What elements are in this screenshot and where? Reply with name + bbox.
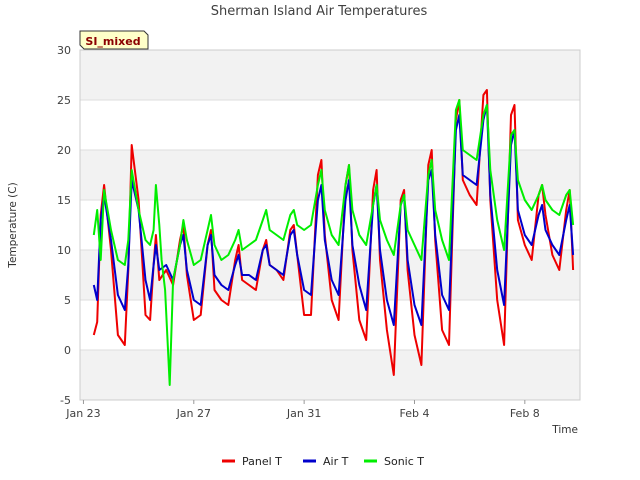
site-badge-text: SI_mixed [85,35,140,48]
y-tick-label: 0 [64,344,71,357]
legend-label-panel-t: Panel T [242,455,282,468]
band [80,50,580,100]
x-tick-label: Jan 31 [286,407,321,420]
legend-label-air-t: Air T [323,455,349,468]
plot-frame [79,49,581,401]
series-layer [92,89,575,386]
y-tick-label: 25 [57,94,71,107]
y-tick-label: 15 [57,194,71,207]
y-tick-label: -5 [60,394,71,407]
site-badge-box [79,30,149,50]
series-air-t [92,104,575,326]
y-axis-ticks: -5 0 5 10 15 20 25 30 [57,44,71,407]
band [80,150,580,200]
x-axis-label: Time [551,424,578,436]
y-tick-label: 30 [57,44,71,57]
legend-label-sonic-t: Sonic T [384,455,424,468]
x-axis-ticks: Jan 23 Jan 27 Jan 31 Feb 4 Feb 8 [65,400,540,420]
legend: Panel T Air T Sonic T [222,455,424,468]
y-tick-label: 10 [57,244,71,257]
series-panel-t [92,89,575,376]
y-axis-label: Temperature (C) [7,182,19,268]
x-tick-label: Jan 27 [176,407,211,420]
x-tick-label: Jan 23 [65,407,100,420]
series-sonic-t [92,99,575,386]
x-tick-label: Feb 4 [399,407,429,420]
chart-title: Sherman Island Air Temperatures [211,4,428,19]
x-tick-label: Feb 8 [510,407,540,420]
y-tick-label: 5 [64,294,71,307]
y-tick-label: 20 [57,144,71,157]
band [80,350,580,400]
site-badge: SI_mixed [79,30,149,50]
